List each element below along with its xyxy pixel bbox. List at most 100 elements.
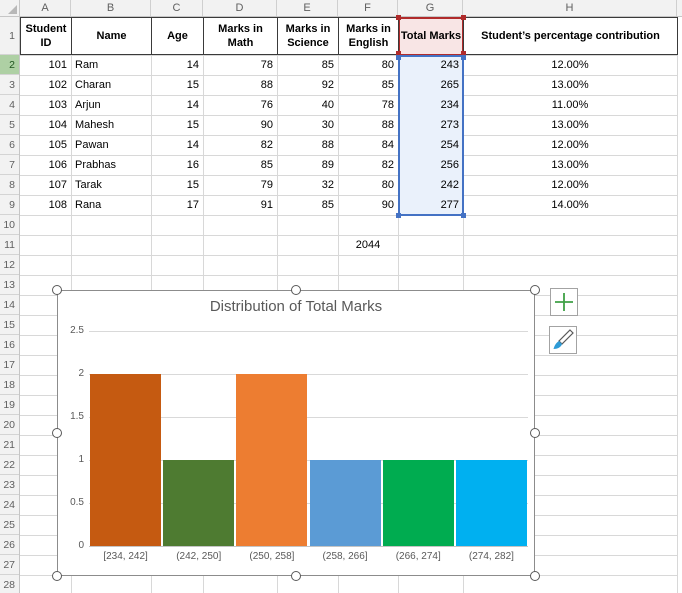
row-header-28[interactable]: 28: [0, 575, 19, 593]
cell-age-row8[interactable]: 15: [186, 179, 199, 191]
row-header-1[interactable]: 1: [0, 17, 19, 55]
row-header-11[interactable]: 11: [0, 235, 19, 255]
histogram-bar-5[interactable]: [382, 460, 454, 546]
cell-english-row6[interactable]: 84: [381, 139, 394, 151]
data-range-handle[interactable]: [396, 213, 401, 218]
histogram-bar-6[interactable]: [455, 460, 527, 546]
row-header-2[interactable]: 2: [0, 55, 19, 75]
cell-id-row5[interactable]: 104: [48, 119, 67, 131]
row-header-10[interactable]: 10: [0, 215, 19, 235]
row-header-6[interactable]: 6: [0, 135, 19, 155]
chart-selection-handle[interactable]: [52, 571, 62, 581]
total-marks-chart[interactable]: Distribution of Total Marks 0 0.5 1 1.5 2 2.5…: [57, 290, 535, 576]
row-header-5[interactable]: 5: [0, 115, 19, 135]
row-header-18[interactable]: 18: [0, 375, 19, 395]
row-header-13[interactable]: 13: [0, 275, 19, 295]
cell-total-row8[interactable]: 242: [440, 179, 459, 191]
cell-science-row2[interactable]: 85: [321, 59, 334, 71]
cell-age-row2[interactable]: 14: [186, 59, 199, 71]
cell-total-row5[interactable]: 273: [440, 119, 459, 131]
row-header-3[interactable]: 3: [0, 75, 19, 95]
data-range-handle[interactable]: [461, 55, 466, 60]
cell-math-row5[interactable]: 90: [260, 119, 273, 131]
chart-selection-handle[interactable]: [530, 571, 540, 581]
cell-english-row7[interactable]: 82: [381, 159, 394, 171]
data-range-handle[interactable]: [396, 55, 401, 60]
category-range-handle[interactable]: [461, 51, 466, 56]
chart-selection-handle[interactable]: [530, 428, 540, 438]
row-header-20[interactable]: 20: [0, 415, 19, 435]
cell-total-row3[interactable]: 265: [440, 79, 459, 91]
category-range-handle[interactable]: [396, 15, 401, 20]
cell-id-row4[interactable]: 103: [48, 99, 67, 111]
cell-total-row6[interactable]: 254: [440, 139, 459, 151]
cell-math-row3[interactable]: 88: [260, 79, 273, 91]
cell-pct-row4[interactable]: 11.00%: [551, 99, 589, 111]
cell-science-row7[interactable]: 89: [321, 159, 334, 171]
cell-pct-row2[interactable]: 12.00%: [551, 59, 589, 71]
cell-math-row8[interactable]: 79: [260, 179, 273, 191]
cell-pct-row6[interactable]: 12.00%: [551, 139, 589, 151]
cell-sum-total[interactable]: 2044: [355, 239, 381, 251]
row-header-26[interactable]: 26: [0, 535, 19, 555]
column-header-H[interactable]: H: [463, 0, 677, 16]
cell-english-row3[interactable]: 85: [381, 79, 394, 91]
row-header-8[interactable]: 8: [0, 175, 19, 195]
cell-science-row3[interactable]: 92: [321, 79, 334, 91]
cell-id-row7[interactable]: 106: [48, 159, 67, 171]
cell-id-row3[interactable]: 102: [48, 79, 67, 91]
column-header-E[interactable]: E: [277, 0, 338, 16]
histogram-bar-3[interactable]: [236, 374, 308, 546]
category-range-handle[interactable]: [396, 51, 401, 56]
chart-category-range-highlight[interactable]: [398, 17, 464, 56]
cell-age-row4[interactable]: 14: [186, 99, 199, 111]
column-header-F[interactable]: F: [338, 0, 398, 16]
cell-age-row6[interactable]: 14: [186, 139, 199, 151]
cell-math-row6[interactable]: 82: [260, 139, 273, 151]
histogram-bar-4[interactable]: [309, 460, 381, 546]
cell-name-row7[interactable]: Prabhas: [75, 159, 116, 171]
chart-data-range-highlight[interactable]: [398, 55, 464, 216]
chart-selection-handle[interactable]: [52, 428, 62, 438]
cell-pct-row8[interactable]: 12.00%: [551, 179, 589, 191]
cell-name-row9[interactable]: Rana: [75, 199, 102, 211]
cell-age-row3[interactable]: 15: [186, 79, 199, 91]
cell-name-row6[interactable]: Pawan: [75, 139, 109, 151]
cell-english-row4[interactable]: 78: [381, 99, 394, 111]
chart-selection-handle[interactable]: [291, 285, 301, 295]
cell-math-row7[interactable]: 85: [260, 159, 273, 171]
row-header-7[interactable]: 7: [0, 155, 19, 175]
column-header-D[interactable]: D: [203, 0, 277, 16]
row-header-4[interactable]: 4: [0, 95, 19, 115]
cell-pct-row3[interactable]: 13.00%: [551, 79, 589, 91]
row-header-25[interactable]: 25: [0, 515, 19, 535]
cell-science-row6[interactable]: 88: [321, 139, 334, 151]
histogram-bar-1[interactable]: [90, 374, 162, 546]
column-header-B[interactable]: B: [71, 0, 151, 16]
column-header-A[interactable]: A: [20, 0, 71, 16]
cell-science-row4[interactable]: 40: [321, 99, 334, 111]
cell-english-row9[interactable]: 90: [381, 199, 394, 211]
cell-name-row3[interactable]: Charan: [75, 79, 112, 91]
chart-selection-handle[interactable]: [52, 285, 62, 295]
select-all-corner[interactable]: [0, 0, 20, 17]
chart-selection-handle[interactable]: [530, 285, 540, 295]
cell-science-row8[interactable]: 32: [321, 179, 334, 191]
column-header-G[interactable]: G: [398, 0, 463, 16]
cell-age-row7[interactable]: 16: [186, 159, 199, 171]
chart-title[interactable]: Distribution of Total Marks: [209, 298, 383, 315]
cell-pct-row7[interactable]: 13.00%: [551, 159, 589, 171]
row-header-23[interactable]: 23: [0, 475, 19, 495]
cell-science-row5[interactable]: 30: [321, 119, 334, 131]
cell-id-row8[interactable]: 107: [48, 179, 67, 191]
histogram-bar-2[interactable]: [163, 460, 235, 546]
cell-name-row4[interactable]: Arjun: [75, 99, 101, 111]
cell-math-row4[interactable]: 76: [260, 99, 273, 111]
cell-english-row8[interactable]: 80: [381, 179, 394, 191]
row-header-12[interactable]: 12: [0, 255, 19, 275]
chart-elements-button[interactable]: [550, 288, 578, 316]
cell-math-row2[interactable]: 78: [260, 59, 273, 71]
cell-name-row8[interactable]: Tarak: [75, 179, 102, 191]
cell-id-row6[interactable]: 105: [48, 139, 67, 151]
row-header-14[interactable]: 14: [0, 295, 19, 315]
